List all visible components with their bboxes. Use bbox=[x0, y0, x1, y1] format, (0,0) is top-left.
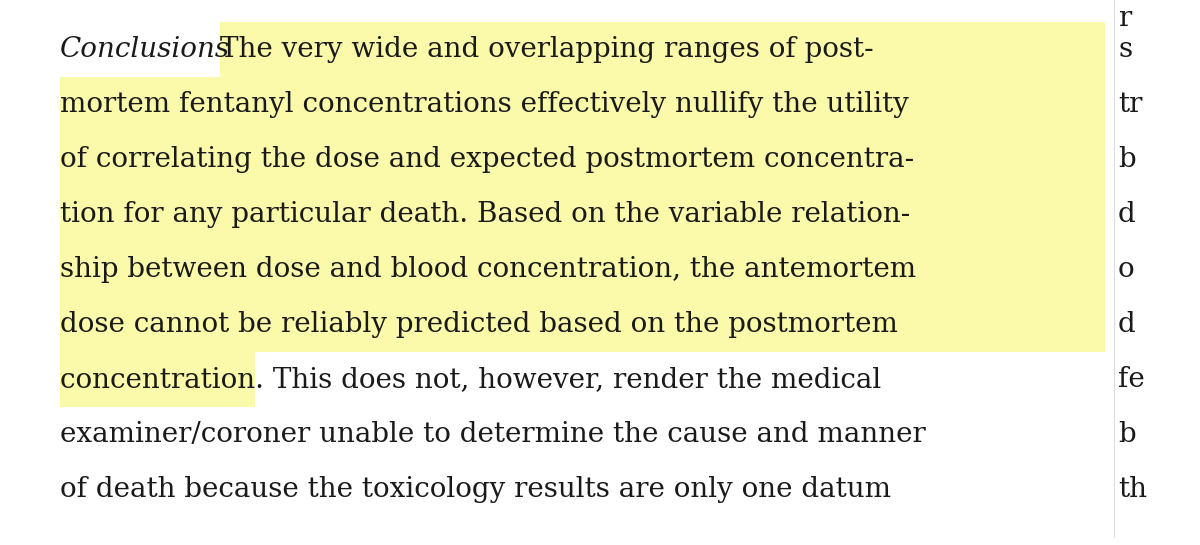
Text: fe: fe bbox=[1118, 366, 1145, 393]
Text: Conclusions: Conclusions bbox=[60, 36, 230, 63]
Text: b: b bbox=[1118, 421, 1135, 448]
Text: of correlating the dose and expected postmortem concentra-: of correlating the dose and expected pos… bbox=[60, 146, 914, 173]
Bar bbox=[60, 352, 256, 407]
Bar bbox=[60, 77, 1105, 132]
Text: tr: tr bbox=[1118, 91, 1142, 118]
Text: d: d bbox=[1118, 311, 1135, 338]
Bar bbox=[60, 242, 1105, 297]
Bar bbox=[220, 22, 1105, 77]
Text: d: d bbox=[1118, 201, 1135, 228]
Bar bbox=[0, 538, 1200, 545]
Text: r: r bbox=[1118, 5, 1132, 32]
Bar bbox=[1170, 0, 1200, 545]
Bar bbox=[60, 187, 1105, 242]
Text: s: s bbox=[1118, 36, 1132, 63]
Text: b: b bbox=[1118, 146, 1135, 173]
Text: mortem fentanyl concentrations effectively nullify the utility: mortem fentanyl concentrations effective… bbox=[60, 91, 908, 118]
Text: The very wide and overlapping ranges of post-: The very wide and overlapping ranges of … bbox=[220, 36, 874, 63]
Bar bbox=[60, 297, 1105, 352]
Text: tion for any particular death. Based on the variable relation-: tion for any particular death. Based on … bbox=[60, 201, 911, 228]
Text: dose cannot be reliably predicted based on the postmortem: dose cannot be reliably predicted based … bbox=[60, 311, 898, 338]
Text: of death because the toxicology results are only one datum: of death because the toxicology results … bbox=[60, 476, 890, 503]
Text: concentration. This does not, however, render the medical: concentration. This does not, however, r… bbox=[60, 366, 881, 393]
Text: th: th bbox=[1118, 476, 1147, 503]
Text: ship between dose and blood concentration, the antemortem: ship between dose and blood concentratio… bbox=[60, 256, 916, 283]
Text: o: o bbox=[1118, 256, 1135, 283]
Bar bbox=[60, 132, 1105, 187]
Text: examiner/coroner unable to determine the cause and manner: examiner/coroner unable to determine the… bbox=[60, 421, 925, 448]
